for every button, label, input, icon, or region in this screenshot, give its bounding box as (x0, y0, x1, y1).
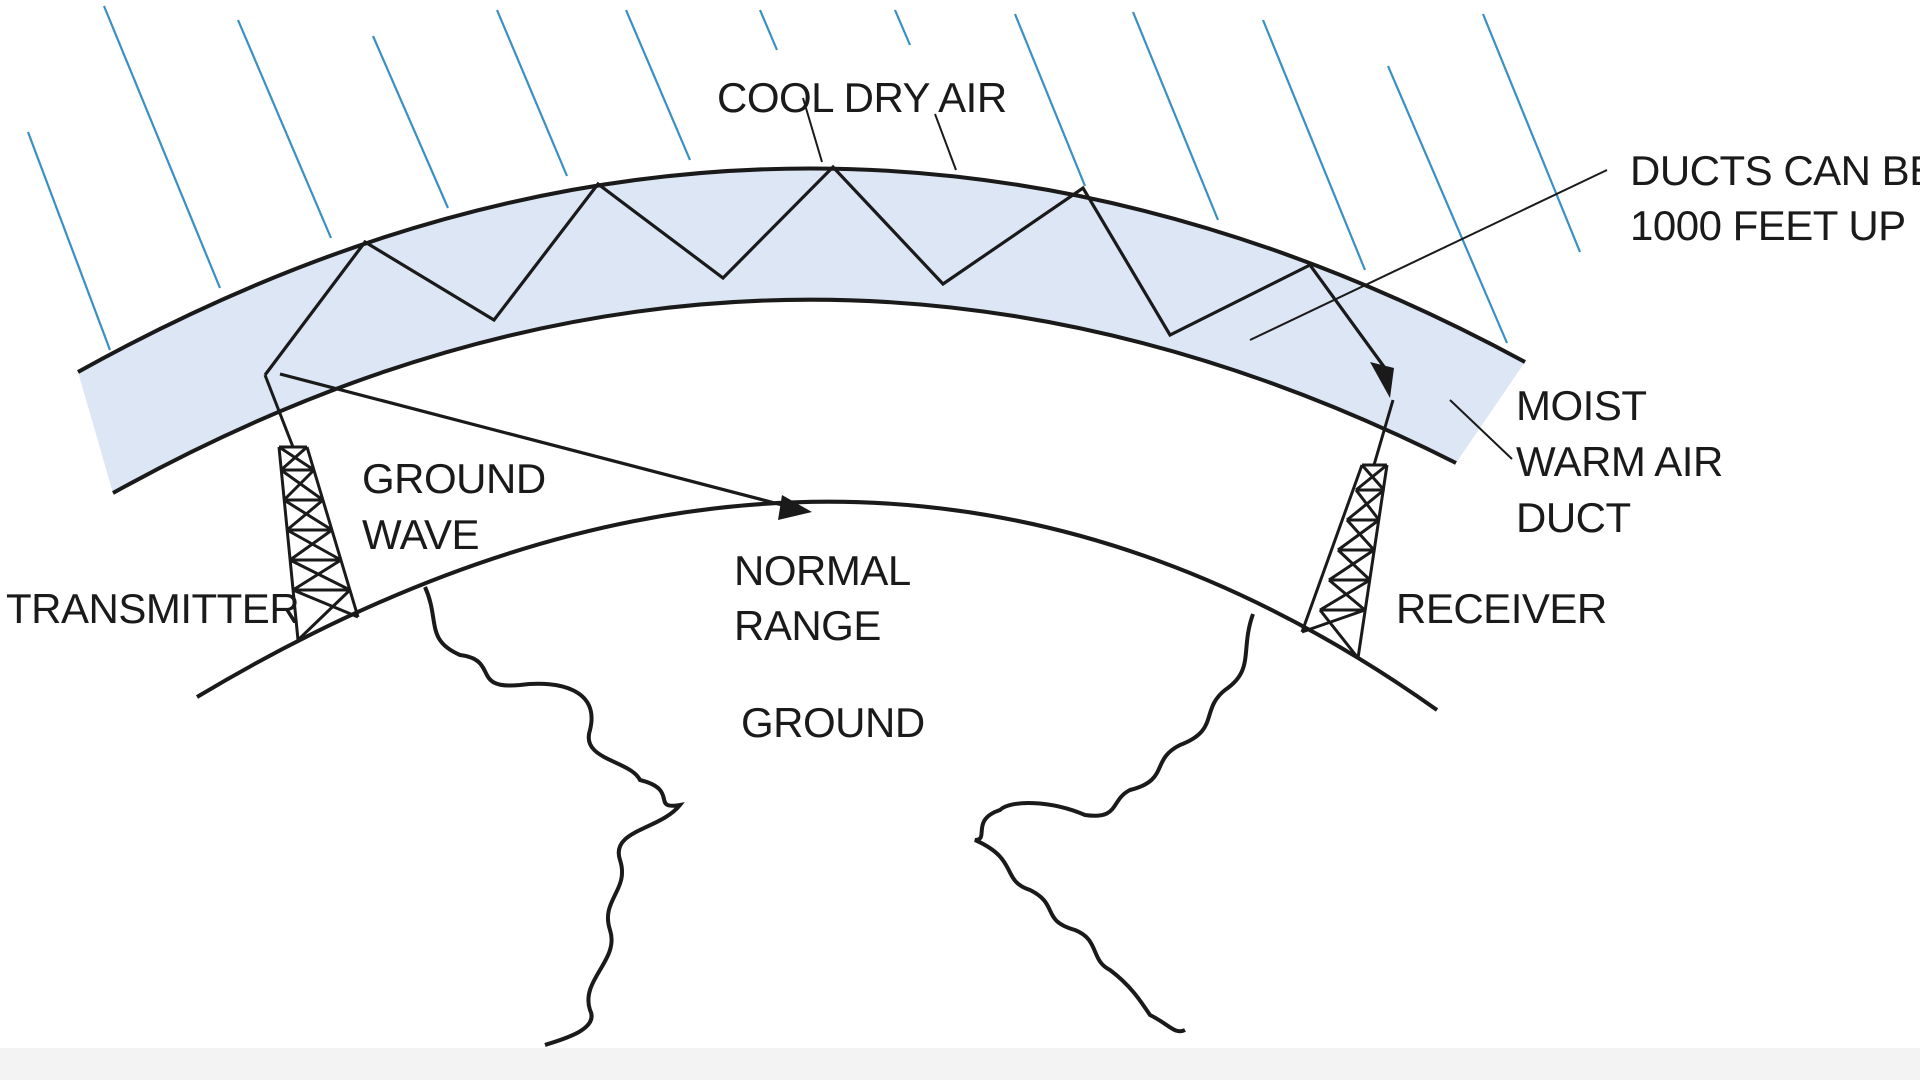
hatch-line (26, 131, 112, 351)
cool-air-hatching (26, 5, 1582, 351)
ground-fissure-right (974, 613, 1255, 1034)
label-transmitter: TRANSMITTER (6, 585, 299, 632)
label-normal-range-line2: RANGE (734, 602, 881, 649)
label-ground-wave-line2: WAVE (362, 511, 479, 558)
hatch-line (1131, 11, 1220, 221)
hatch-line (371, 35, 450, 209)
ducts-leader (1249, 169, 1608, 341)
label-ducts-line2: 1000 FEET UP (1630, 202, 1906, 249)
duct-top-boundary (77, 166, 1526, 374)
moist-warm-air-duct (78, 168, 1525, 493)
cool-air-leader (802, 97, 823, 163)
label-ground: GROUND (741, 699, 925, 746)
duct-bottom-boundary (112, 297, 1457, 495)
ground-wave-arrow (279, 372, 791, 509)
label-ground-wave-line1: GROUND (362, 455, 546, 502)
label-cool-dry-air: COOL DRY AIR (717, 74, 1007, 121)
ducted-signal-path (263, 164, 1392, 376)
label-moist-line3: DUCT (1516, 494, 1631, 541)
cool-air-leader (934, 113, 957, 171)
label-normal-range-line1: NORMAL (734, 547, 911, 594)
hatch-line (1013, 13, 1087, 187)
transmitter-tower (263, 374, 360, 642)
hatch-line (1386, 65, 1509, 344)
hatch-line (893, 9, 912, 46)
ground-surface (195, 499, 1439, 712)
hatch-line (758, 9, 779, 51)
hatch-line (495, 9, 569, 177)
receiver-tower (1300, 399, 1395, 659)
ground-fissure-left (423, 586, 685, 1047)
ground-wave-arrowhead (778, 495, 812, 520)
hatch-line (1481, 13, 1582, 253)
label-ducts-line1: DUCTS CAN BE (1630, 147, 1920, 194)
label-moist-line1: MOIST (1516, 382, 1647, 429)
hatch-line (1261, 19, 1367, 271)
label-moist-line2: WARM AIR (1516, 438, 1723, 485)
bottom-margin-band (0, 1048, 1920, 1080)
moist-leader (1449, 399, 1513, 460)
ducted-signal-arrowhead (1370, 362, 1394, 398)
hatch-line (236, 19, 333, 239)
label-receiver: RECEIVER (1396, 585, 1607, 632)
hatch-line (624, 9, 692, 161)
hatch-line (102, 5, 222, 289)
